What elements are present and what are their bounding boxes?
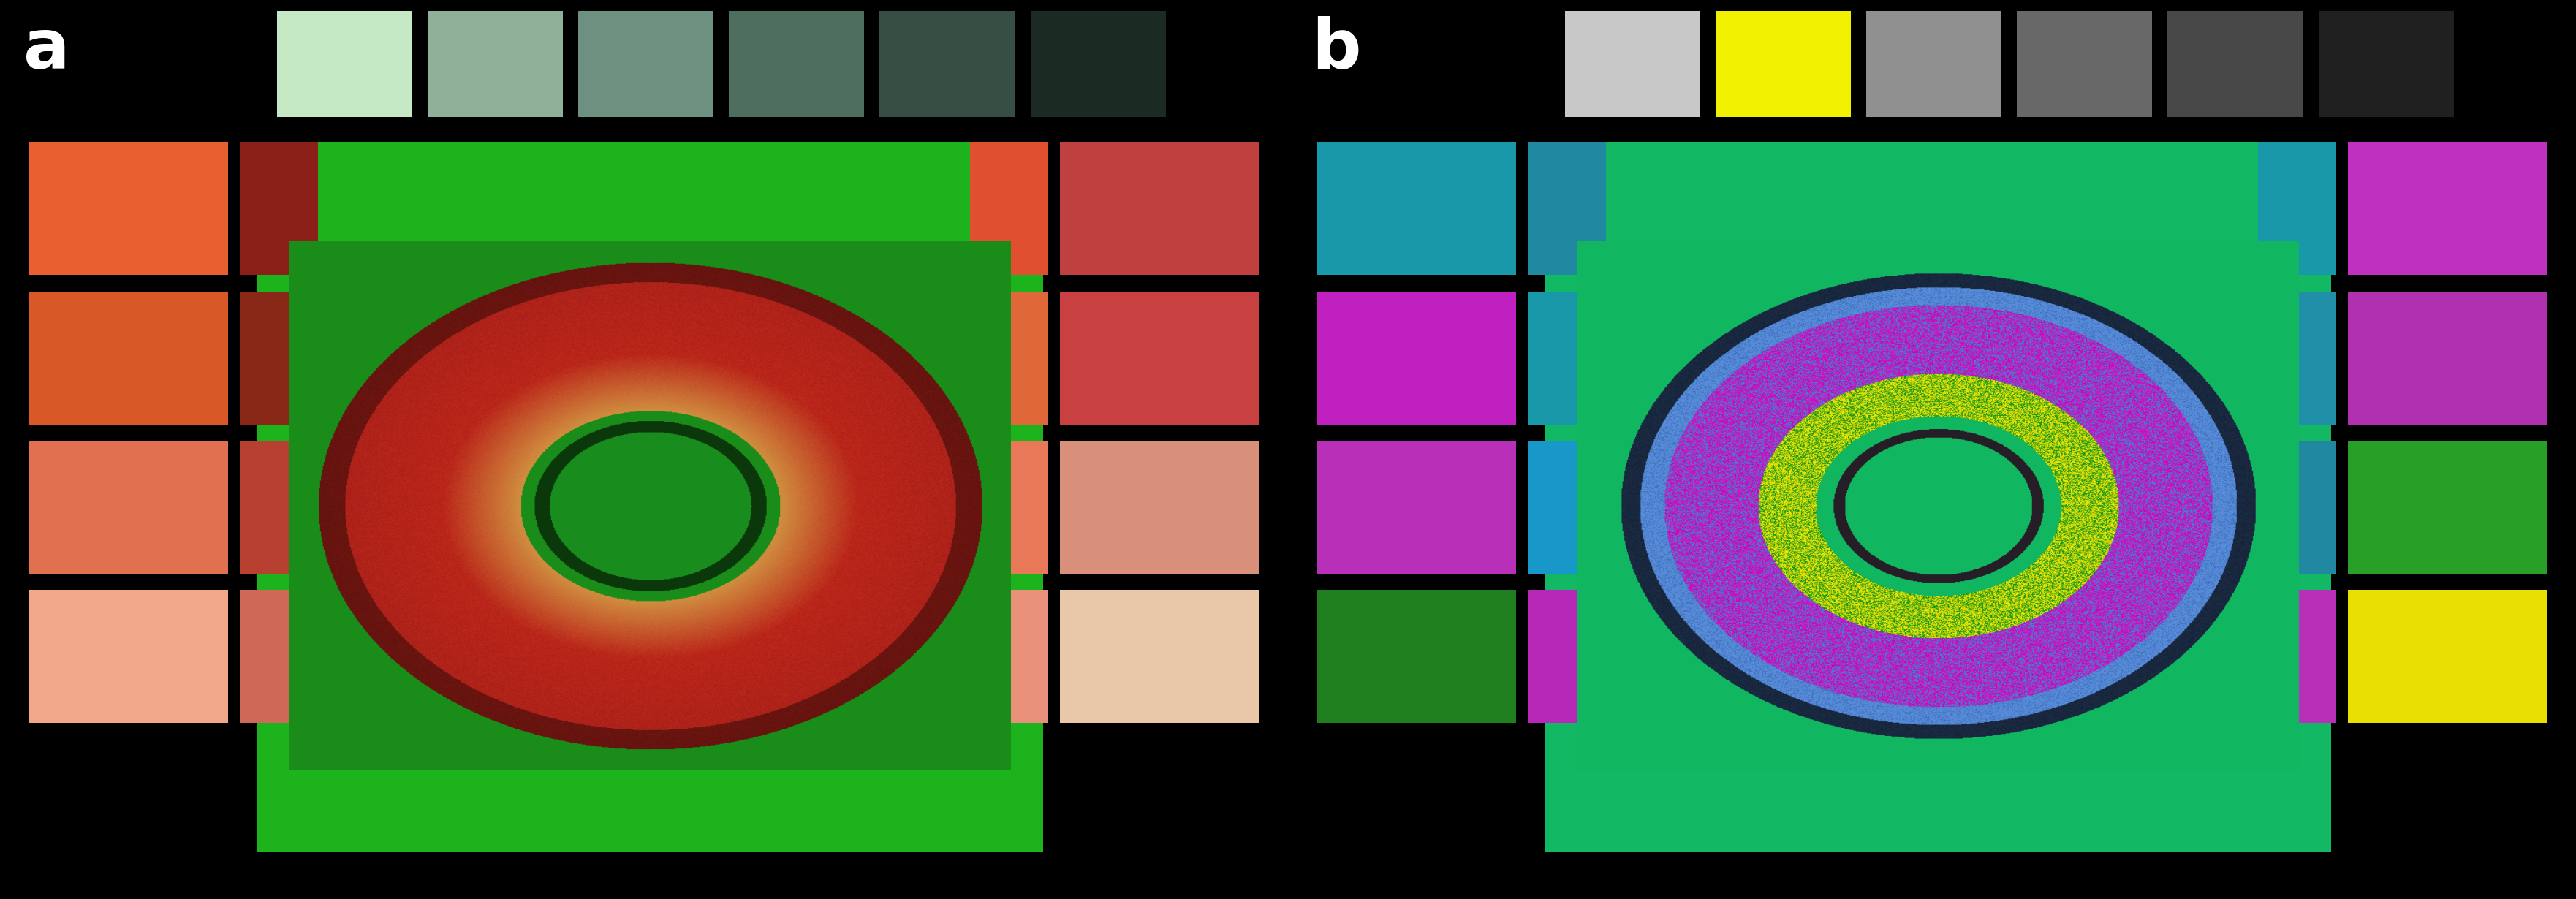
Bar bbox=[258, 142, 1043, 852]
Bar bbox=[2017, 11, 2151, 117]
Bar bbox=[1865, 11, 2002, 117]
Bar bbox=[1546, 142, 2331, 852]
Bar bbox=[1530, 441, 1607, 574]
Bar bbox=[969, 441, 1046, 574]
Bar bbox=[278, 11, 412, 117]
Bar bbox=[28, 142, 229, 275]
Bar bbox=[1316, 291, 1515, 424]
Bar bbox=[1530, 590, 1607, 723]
Bar bbox=[1061, 590, 1260, 723]
Bar bbox=[2257, 590, 2334, 723]
Text: b: b bbox=[1311, 16, 1360, 84]
Bar bbox=[1530, 291, 1607, 424]
Bar bbox=[2349, 142, 2548, 275]
Bar bbox=[1316, 142, 1515, 275]
Bar bbox=[969, 590, 1046, 723]
Bar bbox=[969, 291, 1046, 424]
Bar bbox=[242, 291, 319, 424]
Bar bbox=[577, 11, 714, 117]
Bar bbox=[1061, 291, 1260, 424]
Bar bbox=[428, 11, 562, 117]
Bar bbox=[1316, 441, 1515, 574]
Bar bbox=[2349, 590, 2548, 723]
Bar bbox=[1564, 11, 1700, 117]
Bar bbox=[878, 11, 1015, 117]
Bar bbox=[1530, 142, 1607, 275]
Bar bbox=[729, 11, 866, 117]
Bar bbox=[969, 142, 1046, 275]
Bar bbox=[242, 441, 319, 574]
Text: a: a bbox=[23, 16, 70, 84]
Bar bbox=[2257, 142, 2334, 275]
Bar bbox=[2257, 291, 2334, 424]
Bar bbox=[2349, 291, 2548, 424]
Bar bbox=[2257, 441, 2334, 574]
Bar bbox=[2318, 11, 2452, 117]
Bar bbox=[242, 590, 319, 723]
Bar bbox=[1316, 590, 1515, 723]
Bar bbox=[2166, 11, 2303, 117]
Bar bbox=[1061, 142, 1260, 275]
Bar bbox=[1061, 441, 1260, 574]
Bar bbox=[2349, 441, 2548, 574]
Bar bbox=[1030, 11, 1164, 117]
Bar bbox=[28, 590, 229, 723]
Bar bbox=[1716, 11, 1850, 117]
Bar bbox=[28, 291, 229, 424]
Bar bbox=[242, 142, 319, 275]
Bar bbox=[28, 441, 229, 574]
